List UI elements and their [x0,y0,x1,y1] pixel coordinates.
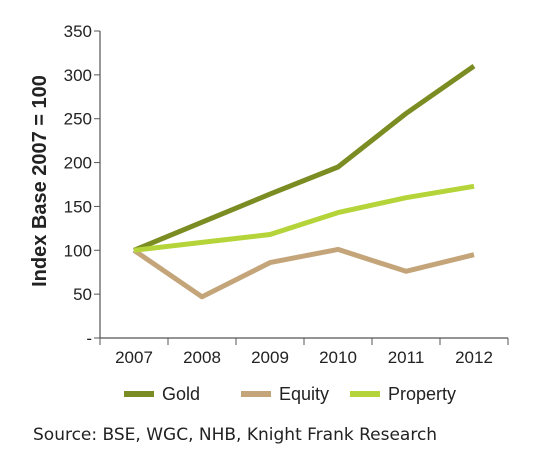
series-line-equity [132,246,475,300]
series-lines [132,64,476,300]
y-tick-label: 300 [64,66,92,85]
x-tick-label: 2007 [115,348,153,367]
y-tick-label: 150 [64,197,92,216]
legend: Gold Equity Property [124,384,456,404]
y-tick-label: - [86,329,92,348]
x-tick-label: 2008 [183,348,221,367]
legend-label-gold: Gold [162,384,200,404]
legend-label-equity: Equity [279,384,329,404]
y-tick-label: 200 [64,154,92,173]
y-tick-label: 50 [73,285,92,304]
x-tick-label: 2011 [388,348,425,367]
y-axis-label: Index Base 2007 = 100 [29,75,51,287]
x-tick-label: 2012 [455,348,493,367]
x-axis-ticks: 2007 2008 2009 2010 2011 2012 [99,338,509,367]
source-note: Source: BSE, WGC, NHB, Knight Frank Rese… [33,425,438,445]
axes [99,31,508,339]
y-axis-ticks: 350 300 250 200 150 100 50 - [64,22,100,348]
y-tick-label: 100 [64,241,92,260]
y-tick-label: 250 [64,110,92,129]
series-line-gold [133,64,476,253]
legend-label-property: Property [388,384,456,404]
y-tick-label: 350 [64,22,92,41]
x-tick-label: 2010 [319,348,357,367]
series-line-property [133,183,475,253]
x-tick-label: 2009 [251,348,289,367]
